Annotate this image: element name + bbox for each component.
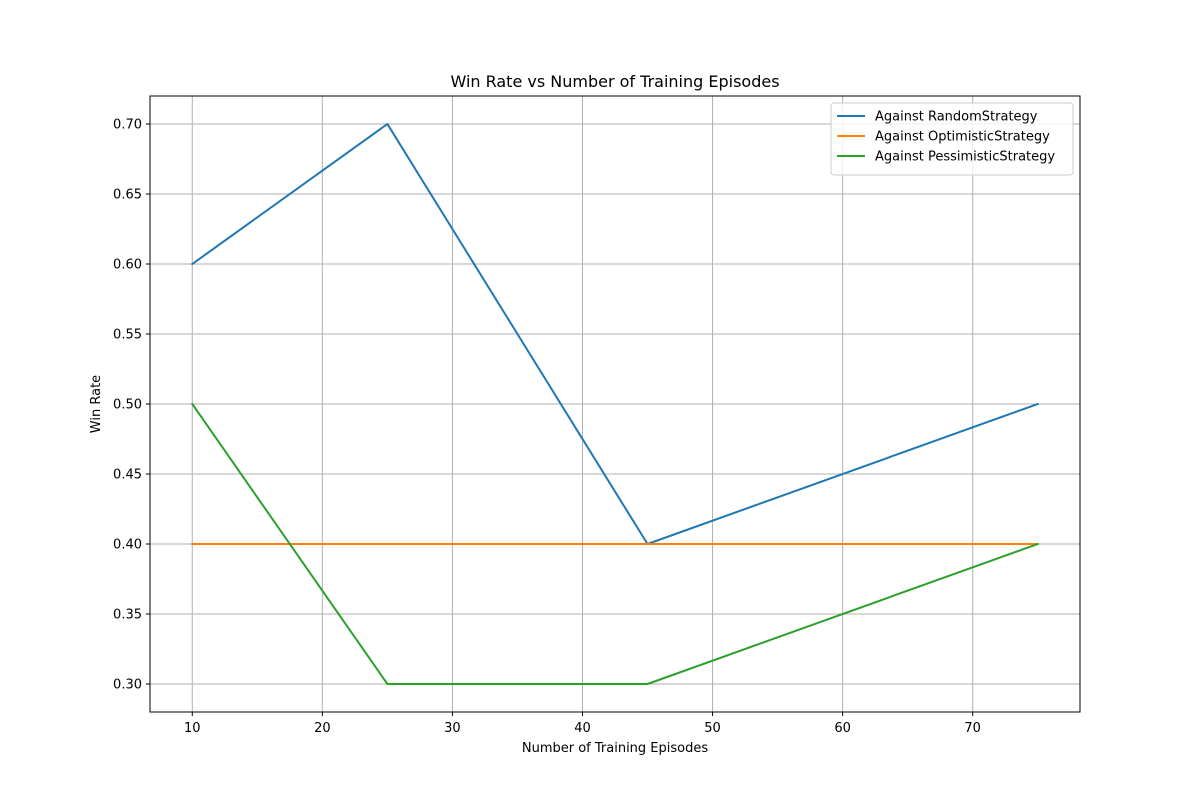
y-tick-label: 0.60: [113, 258, 142, 273]
x-tick-label: 10: [184, 721, 201, 736]
legend-label: Against PessimisticStrategy: [875, 150, 1055, 165]
series-line-1: [190, 123, 1040, 545]
y-tick-label: 0.50: [113, 398, 142, 413]
x-tick-label: 70: [964, 721, 981, 736]
grid-layer: [150, 96, 1080, 712]
series-line-3: [190, 402, 1040, 685]
x-tick-label: 20: [314, 721, 331, 736]
y-tick-label: 0.55: [113, 328, 142, 343]
y-tick-label: 0.35: [113, 608, 142, 623]
y-tick-label: 0.65: [113, 188, 142, 203]
y-tick-label: 0.70: [113, 118, 142, 133]
x-tick-label: 30: [444, 721, 461, 736]
y-tick-label: 0.30: [113, 678, 142, 693]
y-tick-label: 0.45: [113, 468, 142, 483]
series-layer: [190, 123, 1040, 685]
legend-label: Against OptimisticStrategy: [875, 130, 1050, 145]
legend: Against RandomStrategy Against Optimistic…: [830, 102, 1074, 176]
x-tick-label: 60: [834, 721, 851, 736]
legend-label: Against RandomStrategy: [875, 110, 1038, 125]
x-tick-label: 40: [574, 721, 591, 736]
chart-title: Win Rate vs Number of Training Episodes: [450, 72, 779, 91]
legend-box: [830, 102, 1074, 176]
y-axis-label: Win Rate: [89, 375, 104, 433]
x-axis-label: Number of Training Episodes: [522, 741, 708, 756]
tick-layer: 10 20 30 40 50 60 70 0.30 0.35 0.40 0.45 0.50 0.55 0.…: [113, 118, 981, 737]
y-tick-label: 0.40: [113, 538, 142, 553]
x-tick-label: 50: [704, 721, 721, 736]
